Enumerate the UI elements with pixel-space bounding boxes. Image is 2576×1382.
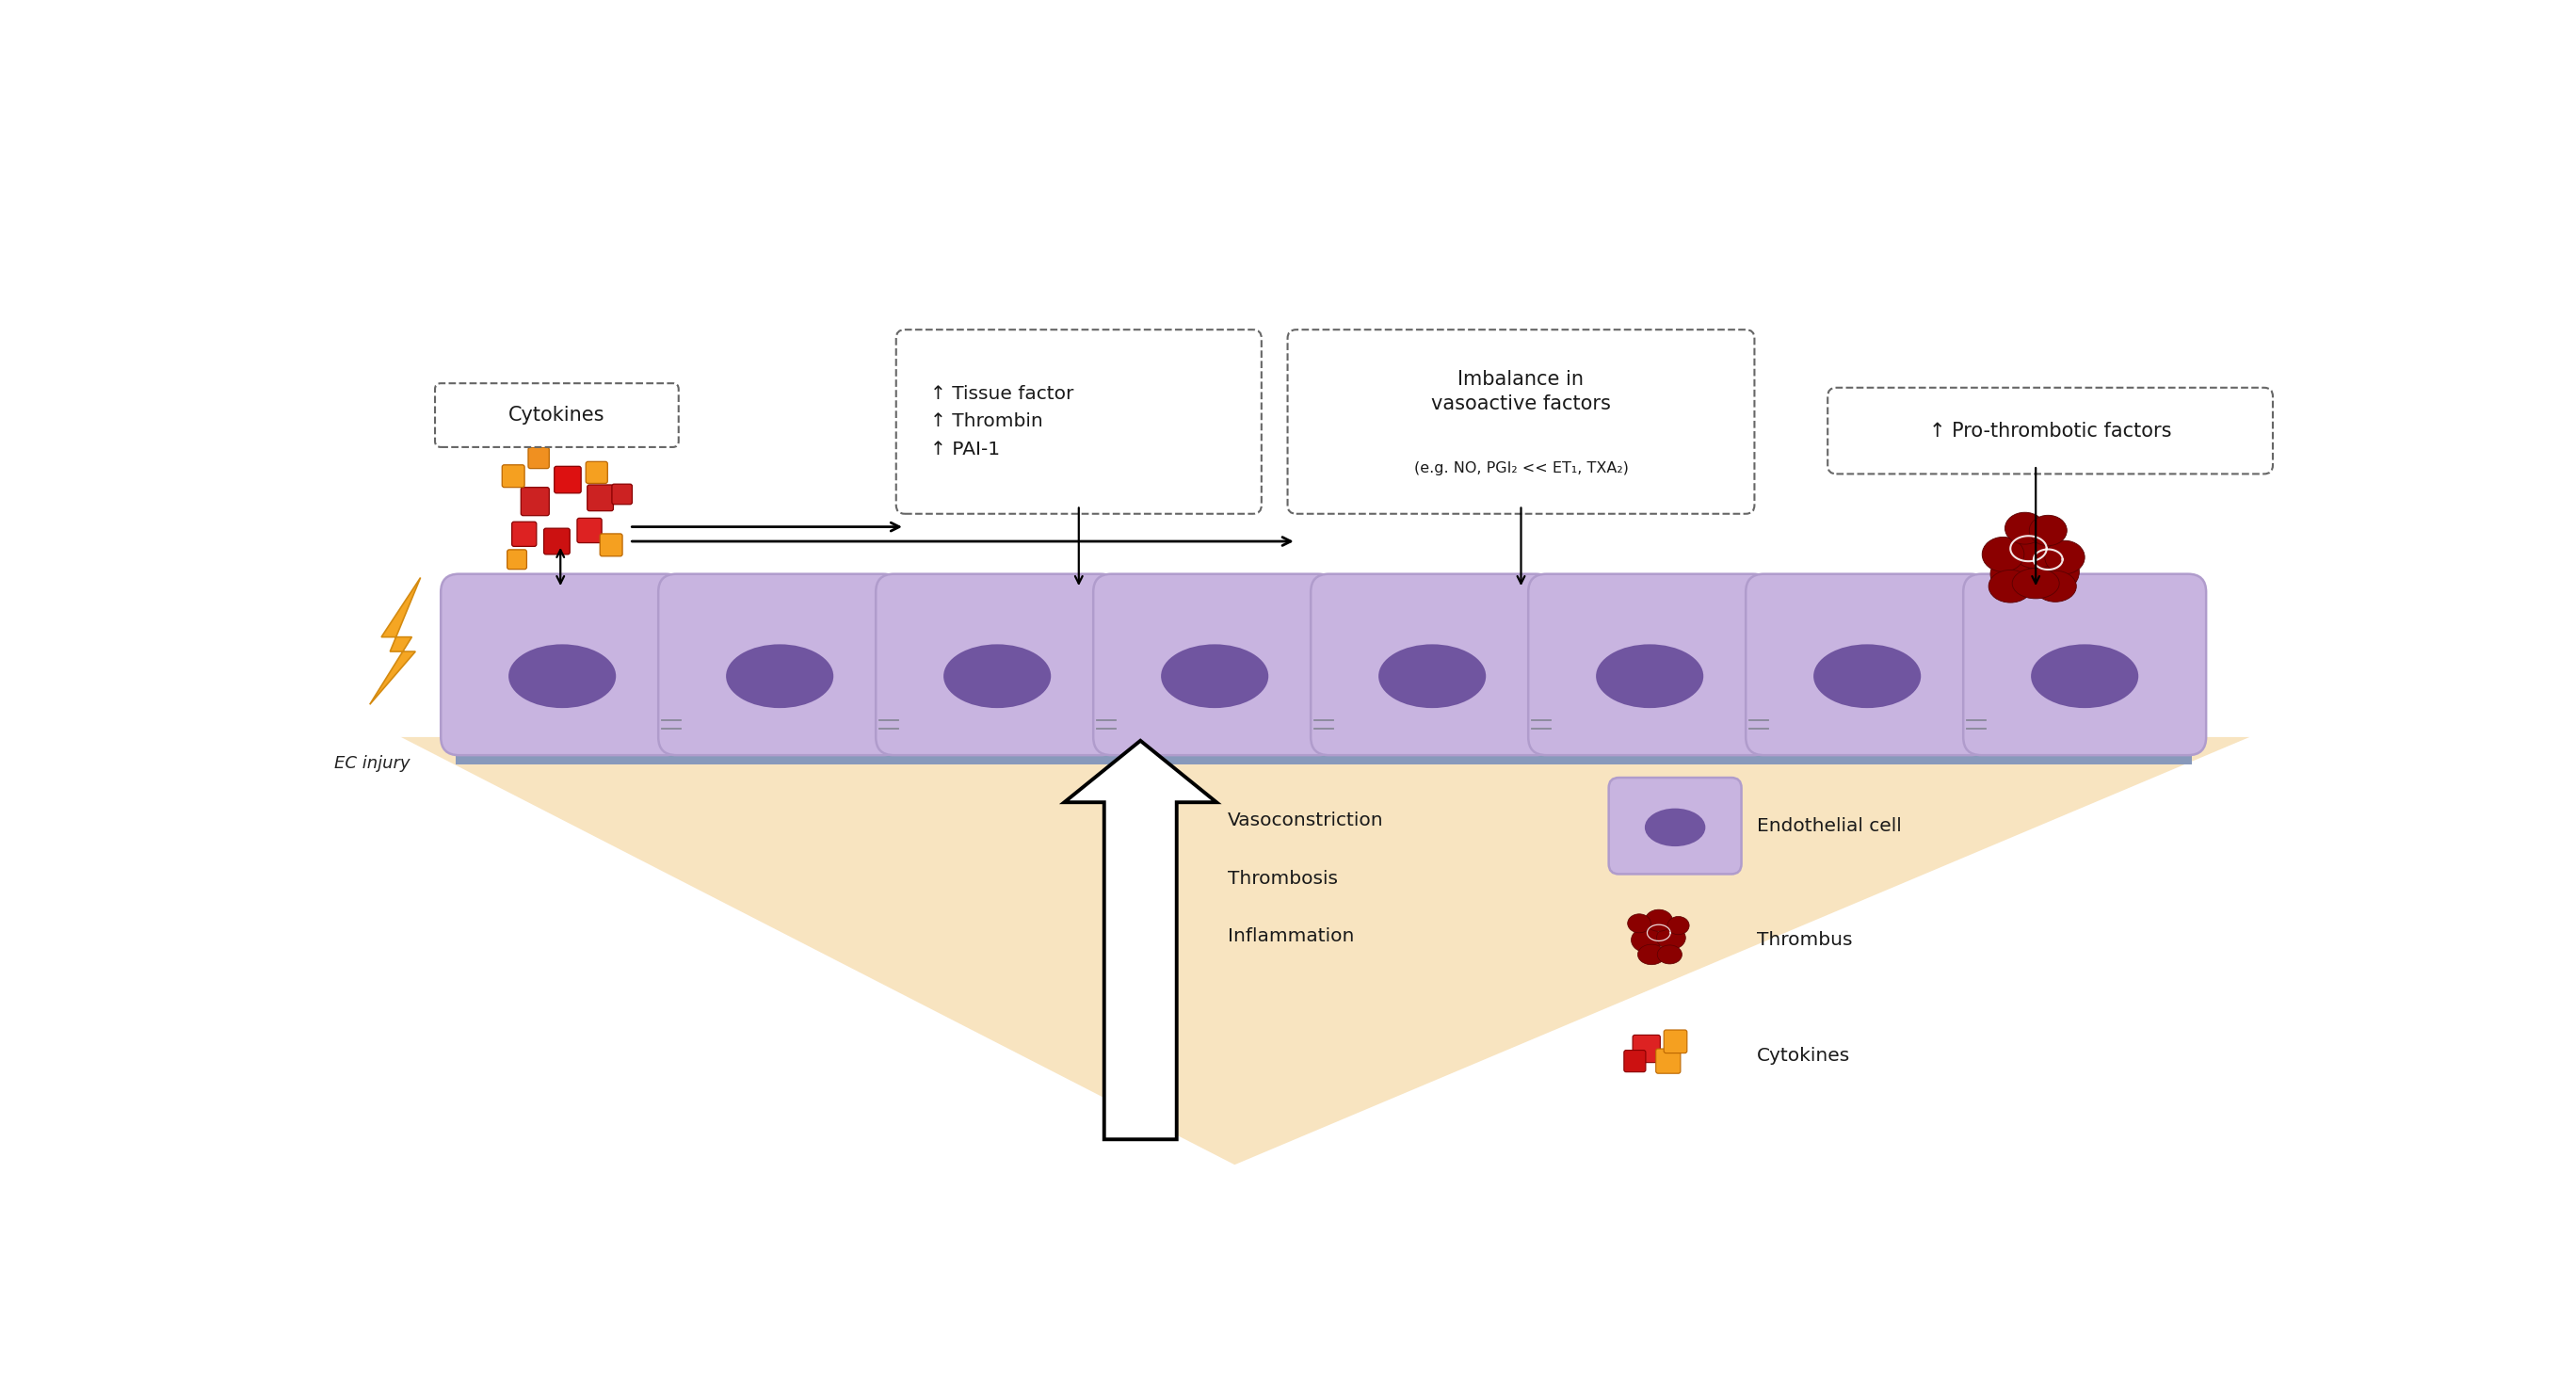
FancyBboxPatch shape (456, 737, 2192, 764)
Ellipse shape (2004, 513, 2045, 545)
FancyBboxPatch shape (1829, 388, 2272, 474)
Ellipse shape (507, 644, 616, 708)
FancyBboxPatch shape (544, 528, 569, 554)
FancyBboxPatch shape (896, 330, 1262, 514)
Ellipse shape (1631, 927, 1662, 952)
Ellipse shape (1597, 644, 1703, 708)
FancyBboxPatch shape (554, 466, 582, 493)
FancyBboxPatch shape (1963, 574, 2205, 755)
FancyBboxPatch shape (513, 522, 536, 546)
Ellipse shape (1667, 916, 1690, 934)
Polygon shape (371, 578, 420, 705)
FancyBboxPatch shape (600, 533, 623, 556)
Text: Endothelial cell: Endothelial cell (1757, 817, 1901, 835)
FancyBboxPatch shape (435, 383, 677, 448)
Ellipse shape (1981, 538, 2025, 572)
Text: ↑ Tissue factor
↑ Thrombin
↑ PAI-1: ↑ Tissue factor ↑ Thrombin ↑ PAI-1 (930, 386, 1074, 459)
Text: Imbalance in
vasoactive factors: Imbalance in vasoactive factors (1432, 370, 1610, 413)
FancyBboxPatch shape (520, 488, 549, 515)
Text: Thrombus: Thrombus (1757, 931, 1852, 949)
FancyBboxPatch shape (1610, 778, 1741, 873)
Ellipse shape (1646, 909, 1672, 931)
Text: Cytokines: Cytokines (1757, 1048, 1850, 1066)
Ellipse shape (1991, 553, 2045, 596)
FancyBboxPatch shape (1092, 574, 1337, 755)
FancyBboxPatch shape (1633, 1035, 1659, 1063)
Text: Vasoconstriction: Vasoconstriction (1226, 811, 1383, 829)
Ellipse shape (1162, 644, 1267, 708)
FancyBboxPatch shape (1664, 1030, 1687, 1053)
FancyBboxPatch shape (1311, 574, 1553, 755)
Ellipse shape (1656, 945, 1682, 965)
Polygon shape (402, 737, 2249, 1165)
FancyBboxPatch shape (585, 462, 608, 484)
Text: (e.g. NO, PGI₂ << ET₁, TXA₂): (e.g. NO, PGI₂ << ET₁, TXA₂) (1414, 462, 1628, 475)
Ellipse shape (2012, 529, 2061, 568)
Ellipse shape (1628, 914, 1651, 933)
Text: Cytokines: Cytokines (507, 406, 605, 424)
FancyBboxPatch shape (1623, 1050, 1646, 1072)
Text: ↑ Pro-thrombotic factors: ↑ Pro-thrombotic factors (1929, 422, 2172, 441)
FancyBboxPatch shape (440, 574, 683, 755)
FancyBboxPatch shape (613, 484, 631, 504)
Ellipse shape (1638, 944, 1664, 965)
Ellipse shape (2035, 571, 2076, 603)
FancyBboxPatch shape (502, 464, 526, 488)
Polygon shape (1064, 741, 1216, 1139)
Text: Inflammation: Inflammation (1226, 927, 1355, 945)
Text: EC injury: EC injury (335, 755, 410, 773)
FancyBboxPatch shape (1288, 330, 1754, 514)
Ellipse shape (1656, 926, 1685, 949)
Ellipse shape (2030, 515, 2066, 546)
FancyBboxPatch shape (1528, 574, 1772, 755)
FancyBboxPatch shape (1747, 574, 1989, 755)
Ellipse shape (1378, 644, 1486, 708)
Ellipse shape (2045, 540, 2084, 574)
Ellipse shape (726, 644, 835, 708)
FancyBboxPatch shape (528, 448, 549, 468)
Ellipse shape (1989, 569, 2032, 603)
Ellipse shape (2012, 568, 2058, 598)
FancyBboxPatch shape (1656, 1049, 1680, 1074)
Text: Thrombosis: Thrombosis (1226, 869, 1337, 887)
FancyBboxPatch shape (876, 574, 1118, 755)
FancyBboxPatch shape (659, 574, 902, 755)
FancyBboxPatch shape (587, 485, 613, 511)
Ellipse shape (943, 644, 1051, 708)
Ellipse shape (2030, 644, 2138, 708)
Ellipse shape (1643, 808, 1705, 846)
Ellipse shape (2027, 551, 2079, 593)
FancyBboxPatch shape (507, 550, 526, 569)
FancyBboxPatch shape (577, 518, 603, 543)
Ellipse shape (1814, 644, 1922, 708)
